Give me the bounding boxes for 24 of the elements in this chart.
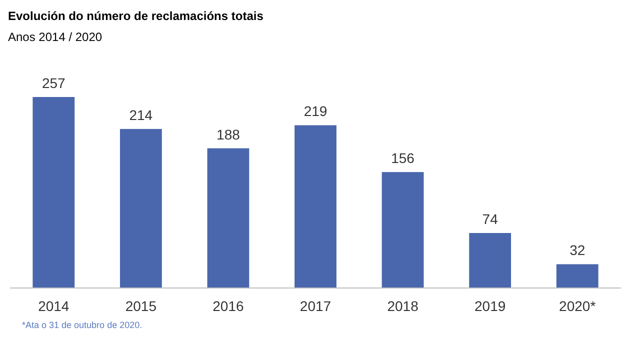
bar [294, 125, 336, 288]
bar [207, 148, 250, 288]
x-tick-label: 2018 [387, 298, 419, 314]
data-label: 214 [129, 106, 153, 123]
bar [469, 233, 512, 288]
data-label: 188 [216, 126, 240, 142]
text: *Ata o 31 de outubro de 2020. [22, 320, 142, 330]
bar [32, 97, 75, 288]
data-label: 156 [391, 150, 415, 166]
data-label: 219 [304, 103, 328, 120]
x-tick-label: 2017 [300, 298, 332, 314]
x-tick-label: 2014 [38, 298, 70, 314]
bar [120, 128, 162, 288]
chart-title: Evolución do número de reclamacións totais [8, 9, 264, 23]
x-tick-label: 2015 [125, 298, 157, 314]
chart-subtitle: Anos 2014 / 2020 [8, 30, 102, 44]
data-label: 74 [482, 211, 498, 228]
data-label: 32 [570, 242, 586, 258]
data-label: 257 [42, 75, 66, 91]
x-tick-label: 2016 [212, 298, 244, 314]
bar [382, 172, 424, 288]
x-tick-label: 2020* [559, 298, 596, 314]
bar [556, 264, 598, 288]
x-tick-label: 2019 [474, 298, 506, 314]
